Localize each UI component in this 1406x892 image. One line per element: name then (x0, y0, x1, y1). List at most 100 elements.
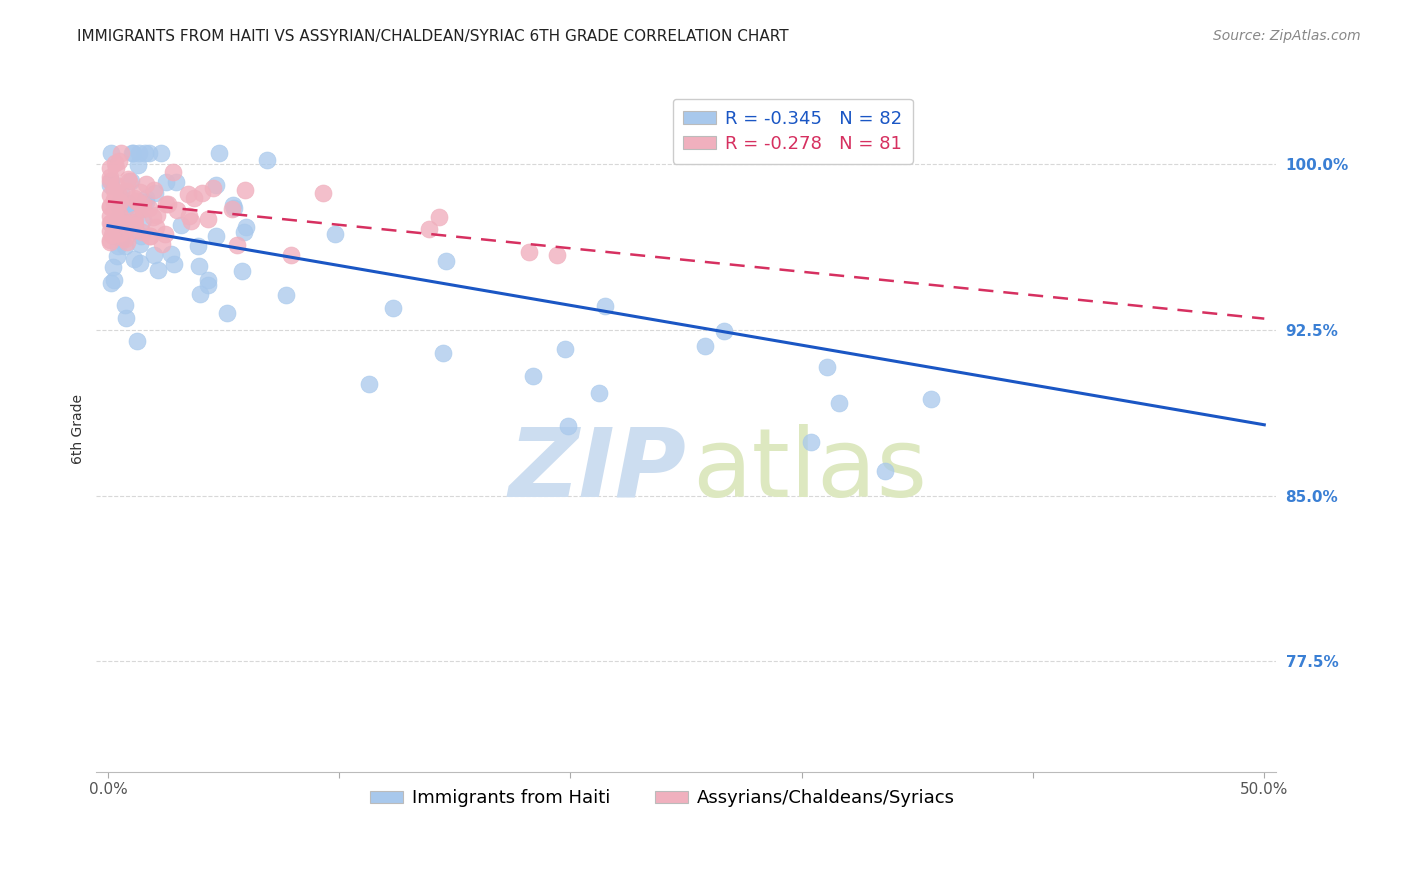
Point (875, 464, 897, 478)
Point (815, 359, 838, 374)
Point (98, 170, 121, 185)
Point (131, 201, 153, 215)
Point (105, 249, 128, 263)
Point (110, 145, 132, 160)
Point (138, 229, 160, 244)
Point (205, 178, 228, 192)
Point (110, 226, 132, 240)
Point (157, 197, 180, 211)
Point (235, 220, 257, 235)
Text: Source: ZipAtlas.com: Source: ZipAtlas.com (1213, 29, 1361, 43)
Point (128, 145, 150, 160)
Point (142, 210, 165, 224)
Point (124, 211, 146, 226)
Point (138, 145, 160, 160)
Point (108, 209, 131, 223)
Point (108, 195, 131, 210)
Point (110, 196, 132, 211)
Point (695, 338, 717, 352)
Point (115, 184, 138, 198)
Point (546, 248, 568, 262)
Point (132, 197, 155, 211)
Point (111, 233, 134, 247)
Point (104, 161, 127, 175)
Point (135, 191, 157, 205)
Point (150, 145, 173, 160)
Point (800, 434, 823, 449)
Point (103, 273, 125, 287)
Point (103, 194, 125, 208)
Point (183, 191, 205, 205)
Point (143, 186, 166, 201)
Point (115, 199, 138, 213)
Point (118, 173, 141, 187)
Point (122, 145, 145, 160)
Point (127, 194, 149, 209)
Point (215, 306, 238, 320)
Point (98, 200, 121, 214)
Point (129, 229, 152, 244)
Point (187, 239, 209, 253)
Point (98, 216, 121, 230)
Point (107, 194, 129, 209)
Point (231, 264, 253, 278)
Point (98, 235, 121, 250)
Point (114, 232, 136, 246)
Point (135, 177, 157, 191)
Point (429, 210, 451, 224)
Point (233, 183, 256, 197)
Point (122, 191, 145, 205)
Point (143, 183, 166, 197)
Point (432, 346, 454, 360)
Point (197, 211, 219, 226)
Text: IMMIGRANTS FROM HAITI VS ASSYRIAN/CHALDEAN/SYRIAC 6TH GRADE CORRELATION CHART: IMMIGRANTS FROM HAITI VS ASSYRIAN/CHALDE… (77, 29, 789, 44)
Point (128, 185, 150, 199)
Point (188, 259, 211, 273)
Point (197, 277, 219, 292)
Point (114, 239, 136, 253)
Point (155, 227, 177, 241)
Point (110, 186, 132, 200)
Point (108, 202, 131, 217)
Point (713, 324, 735, 338)
Point (522, 368, 544, 383)
Point (208, 145, 231, 160)
Point (312, 186, 335, 200)
Point (162, 165, 184, 179)
Point (145, 220, 167, 235)
Point (225, 238, 247, 252)
Point (202, 181, 225, 195)
Point (920, 392, 942, 407)
Point (132, 202, 155, 216)
Point (100, 216, 122, 230)
Legend: Immigrants from Haiti, Assyrians/Chaldeans/Syriacs: Immigrants from Haiti, Assyrians/Chaldea… (363, 782, 962, 814)
Point (105, 178, 128, 193)
Point (115, 218, 138, 232)
Point (103, 260, 125, 274)
Point (104, 208, 127, 222)
Point (325, 227, 347, 241)
Point (107, 239, 129, 253)
Point (103, 223, 125, 237)
Point (108, 221, 131, 235)
Point (280, 248, 302, 262)
Point (222, 201, 245, 215)
Point (104, 156, 127, 170)
Point (98, 188, 121, 202)
Text: ZIP: ZIP (508, 424, 686, 516)
Point (165, 175, 187, 189)
Point (150, 237, 173, 252)
Point (98, 174, 121, 188)
Point (110, 191, 132, 205)
Point (121, 216, 143, 230)
Point (142, 248, 165, 262)
Point (124, 223, 146, 237)
Point (117, 196, 139, 211)
Point (139, 229, 162, 244)
Point (381, 301, 404, 315)
Point (828, 395, 851, 409)
Point (131, 225, 153, 239)
Point (100, 145, 122, 160)
Point (115, 220, 138, 235)
Point (98, 161, 121, 176)
